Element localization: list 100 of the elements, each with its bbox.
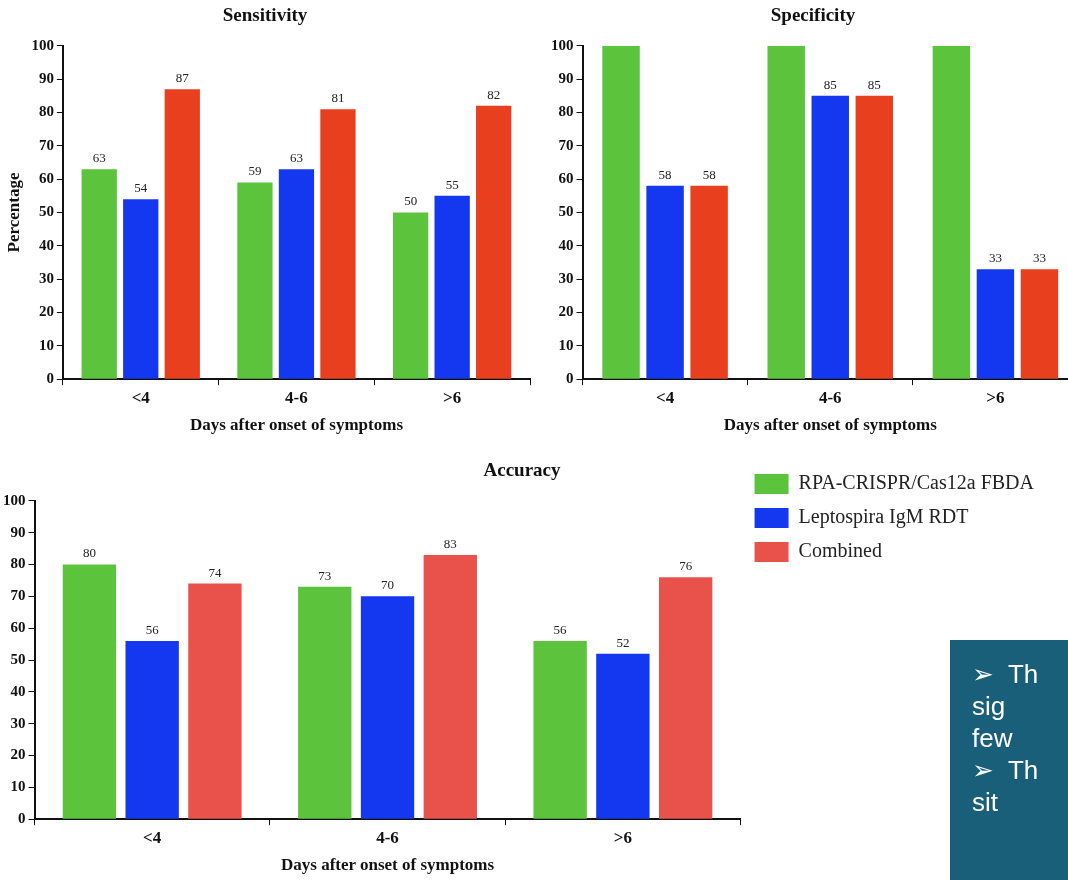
bar (123, 199, 159, 379)
data-label: 85 (867, 76, 881, 92)
bar (596, 653, 650, 819)
data-label: 73 (318, 567, 332, 583)
data-label: 74 (208, 564, 222, 580)
data-label: 33 (988, 250, 1002, 266)
chart-title: Accuracy (483, 459, 561, 481)
bar (423, 554, 477, 819)
data-label: 56 (553, 621, 568, 637)
y-tick-label: 10 (38, 336, 54, 353)
bar (767, 45, 805, 379)
y-tick-label: 30 (38, 270, 54, 287)
y-tick-label: 10 (10, 778, 26, 795)
data-label: 63 (289, 150, 303, 166)
data-label: 87 (175, 70, 190, 86)
data-label: 59 (248, 163, 262, 179)
x-tick-label: 4-6 (285, 387, 308, 407)
y-tick-label: 90 (558, 70, 574, 87)
bar (646, 185, 684, 379)
x-tick-label: 4-6 (376, 827, 399, 847)
y-tick-label: 30 (10, 714, 26, 731)
data-label: 81 (331, 90, 345, 106)
data-label: 55 (445, 176, 459, 192)
x-axis-title: Days after onset of symptoms (189, 415, 404, 435)
bar (476, 105, 512, 379)
data-label: 33 (1032, 250, 1046, 266)
bar (81, 169, 117, 379)
y-tick-label: 80 (10, 555, 26, 572)
text: ➢ Th (972, 658, 1040, 690)
text: ➢ Th (972, 754, 1040, 786)
y-tick-label: 30 (558, 270, 574, 287)
data-label: 80 (82, 545, 96, 561)
bar (320, 109, 356, 379)
y-tick-label: 90 (10, 523, 26, 540)
y-tick-label: 60 (558, 170, 574, 187)
bar (1020, 269, 1059, 379)
data-label: 56 (145, 621, 160, 637)
y-axis-title: Percentage (3, 172, 23, 253)
y-tick-label: 50 (38, 203, 54, 220)
y-tick-label: 0 (566, 370, 574, 387)
y-tick-label: 100 (551, 36, 574, 53)
y-tick-label: 70 (558, 136, 574, 153)
data-label: 58 (658, 166, 672, 182)
y-tick-label: 60 (38, 170, 54, 187)
text: sit (972, 786, 999, 818)
bar (855, 95, 894, 379)
bar (658, 577, 713, 819)
bar (298, 586, 352, 819)
y-tick-label: 60 (10, 619, 26, 636)
y-tick-label: 40 (38, 236, 54, 253)
data-label: 85 (823, 76, 837, 92)
y-tick-label: 20 (38, 303, 54, 320)
x-tick-label: <4 (143, 827, 162, 847)
bar (237, 182, 273, 379)
data-label: 82 (487, 86, 501, 102)
bar (533, 640, 587, 819)
y-tick-label: 70 (38, 136, 54, 153)
bar (62, 564, 117, 819)
y-tick-label: 80 (38, 103, 54, 120)
y-tick-label: 40 (10, 682, 26, 699)
legend-label: RPA-CRISPR/Cas12a FBDA (798, 471, 1035, 494)
x-tick-label: >6 (443, 387, 462, 407)
bar (976, 269, 1015, 379)
x-tick-label: <4 (655, 387, 675, 407)
bar (125, 640, 179, 819)
text: sig (972, 690, 1007, 722)
legend-label: Combined (798, 539, 882, 562)
x-tick-label: >6 (613, 827, 632, 847)
chart-title: Sensitivity (222, 4, 308, 26)
data-label: 52 (616, 634, 630, 650)
bar (392, 212, 429, 379)
legend-label: Leptospira IgM RDT (798, 505, 969, 529)
y-tick-label: 20 (10, 746, 26, 763)
data-label: 50 (404, 193, 418, 209)
bar (164, 89, 200, 379)
y-tick-label: 10 (558, 336, 574, 353)
data-label: 83 (443, 535, 457, 551)
y-tick-label: 100 (31, 36, 54, 53)
x-tick-label: <4 (131, 387, 151, 407)
chart-title: Specificity (770, 4, 856, 26)
y-tick-label: 0 (18, 810, 26, 827)
bar (811, 95, 849, 379)
y-tick-label: 80 (558, 103, 574, 120)
bar (360, 596, 415, 819)
bar (278, 169, 315, 379)
bar (690, 185, 728, 379)
data-label: 54 (134, 180, 148, 196)
data-label: 76 (679, 558, 693, 574)
data-label: 63 (92, 150, 106, 166)
bar (602, 45, 640, 379)
y-tick-label: 50 (558, 203, 574, 220)
bar (434, 195, 470, 379)
data-label: 70 (381, 577, 395, 593)
y-tick-label: 50 (10, 650, 26, 667)
bar (188, 583, 242, 819)
x-tick-label: 4-6 (818, 387, 842, 407)
y-tick-label: 0 (46, 370, 54, 387)
text: few (972, 722, 1014, 754)
y-tick-label: 70 (10, 587, 26, 604)
y-tick-label: 40 (558, 236, 574, 253)
